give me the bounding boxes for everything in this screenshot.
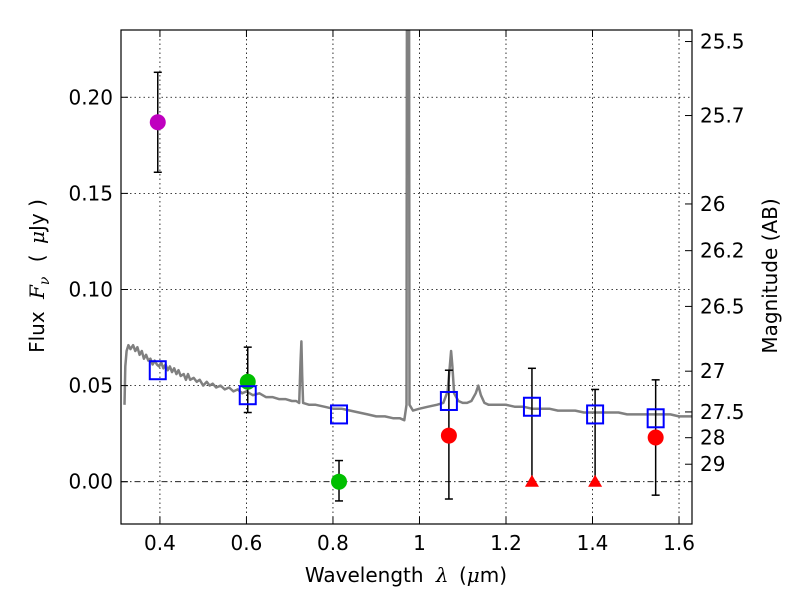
y-axis-label-subscript: ν bbox=[37, 276, 53, 285]
axis-ticks bbox=[121, 30, 692, 524]
upper-limit-red-point bbox=[588, 474, 603, 487]
x-tick-label: 1 bbox=[413, 531, 426, 555]
x-axis-label-prefix: Wavelength bbox=[305, 563, 424, 587]
model-photometry-point bbox=[148, 360, 167, 381]
model-photometry-point bbox=[330, 404, 349, 425]
magnitude-tick-label: 28 bbox=[700, 426, 725, 450]
y-axis-label-symbol: F bbox=[25, 284, 49, 300]
model-photometry-point bbox=[646, 408, 665, 429]
observed-green-point bbox=[331, 473, 348, 490]
x-axis-label-unit-mu: μ bbox=[467, 563, 480, 587]
y-tick-labels: 0.00 0.05 0.10 0.15 0.20 bbox=[68, 85, 113, 493]
observed-green-point bbox=[239, 373, 256, 390]
magnitude-tick-label: 27 bbox=[700, 359, 725, 383]
y-axis-label-prefix: Flux bbox=[25, 311, 49, 353]
x-tick-labels: 0.4 0.6 0.8 1 1.2 1.4 1.6 bbox=[144, 531, 695, 555]
magnitude-tick-label: 25.5 bbox=[700, 30, 745, 54]
grid-lines bbox=[121, 30, 692, 524]
observed-red-point bbox=[440, 427, 457, 444]
magnitude-axis-label: Magnitude (AB) bbox=[758, 198, 782, 353]
upper-limit-red-point bbox=[524, 474, 539, 487]
x-tick-label: 1.2 bbox=[490, 531, 522, 555]
data-markers bbox=[148, 114, 665, 490]
y-axis-label-unit-mu: μ bbox=[25, 231, 49, 244]
magnitude-tick-label: 26 bbox=[700, 192, 725, 216]
x-tick-label: 0.6 bbox=[231, 531, 263, 555]
x-axis-label-symbol: λ bbox=[435, 563, 449, 587]
x-tick-label: 1.4 bbox=[577, 531, 609, 555]
magnitude-tick-label: 26.2 bbox=[700, 239, 745, 263]
observed-violet-point bbox=[149, 114, 166, 131]
y-tick-label: 0.20 bbox=[68, 85, 113, 109]
x-axis-label: Wavelength λ (μm) bbox=[305, 563, 507, 587]
y-tick-label: 0.00 bbox=[68, 470, 113, 494]
x-tick-label: 1.6 bbox=[663, 531, 695, 555]
x-tick-label: 0.4 bbox=[144, 531, 176, 555]
model-photometry-point bbox=[439, 390, 458, 411]
y-tick-label: 0.05 bbox=[68, 374, 113, 398]
y-axis-label: Flux Fν ( μJy ) bbox=[25, 199, 54, 353]
x-axis-label-unit-rest: m) bbox=[480, 563, 507, 587]
magnitude-tick-label: 25.7 bbox=[700, 104, 745, 128]
model-photometry-point bbox=[238, 385, 257, 406]
model-photometry-point bbox=[586, 404, 605, 425]
magnitude-tick-label: 27.5 bbox=[700, 400, 745, 424]
x-tick-label: 0.8 bbox=[317, 531, 349, 555]
plot-frame bbox=[120, 29, 693, 525]
magnitude-tick-label: 26.5 bbox=[700, 294, 745, 318]
y-axis-label-unit-open: ( bbox=[25, 254, 49, 262]
x-axis-label-unit-open: ( bbox=[459, 563, 467, 587]
observed-red-point bbox=[647, 429, 664, 446]
y-axis-label-unit-rest: Jy ) bbox=[25, 199, 49, 233]
y-tick-label: 0.10 bbox=[68, 277, 113, 301]
model-photometry-point bbox=[522, 396, 541, 417]
y-tick-label: 0.15 bbox=[68, 181, 113, 205]
magnitude-tick-label: 29 bbox=[700, 452, 725, 476]
